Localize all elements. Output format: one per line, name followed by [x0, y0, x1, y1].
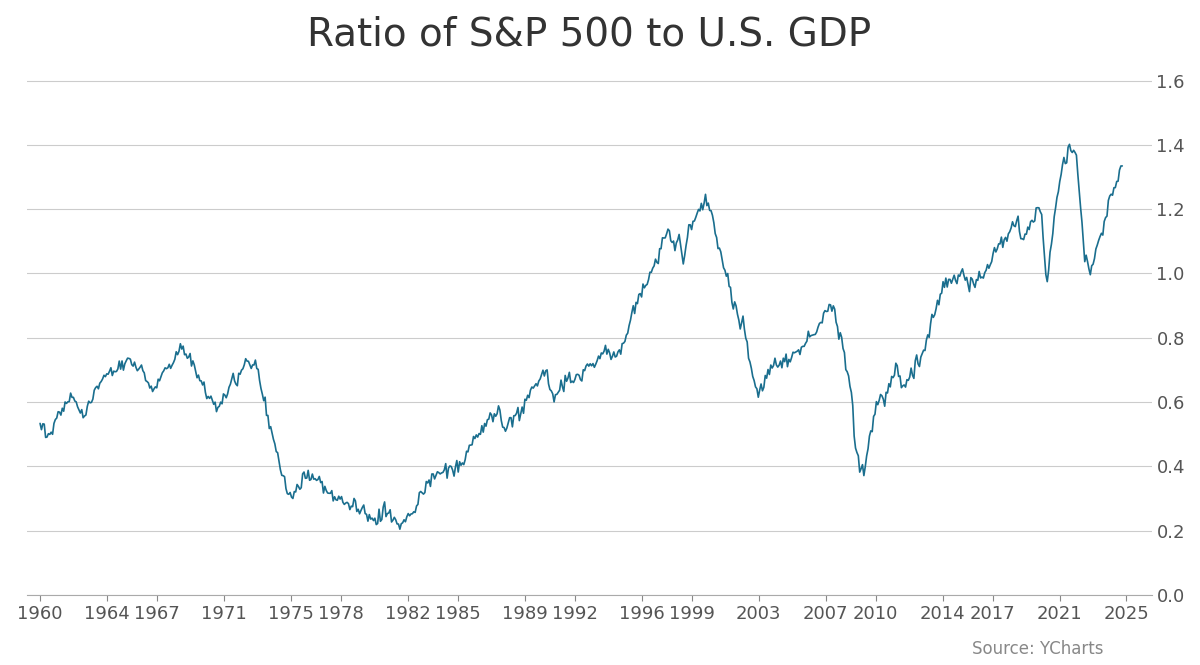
Text: Source: YCharts: Source: YCharts	[972, 640, 1104, 658]
Title: Ratio of S&P 500 to U.S. GDP: Ratio of S&P 500 to U.S. GDP	[307, 15, 871, 53]
